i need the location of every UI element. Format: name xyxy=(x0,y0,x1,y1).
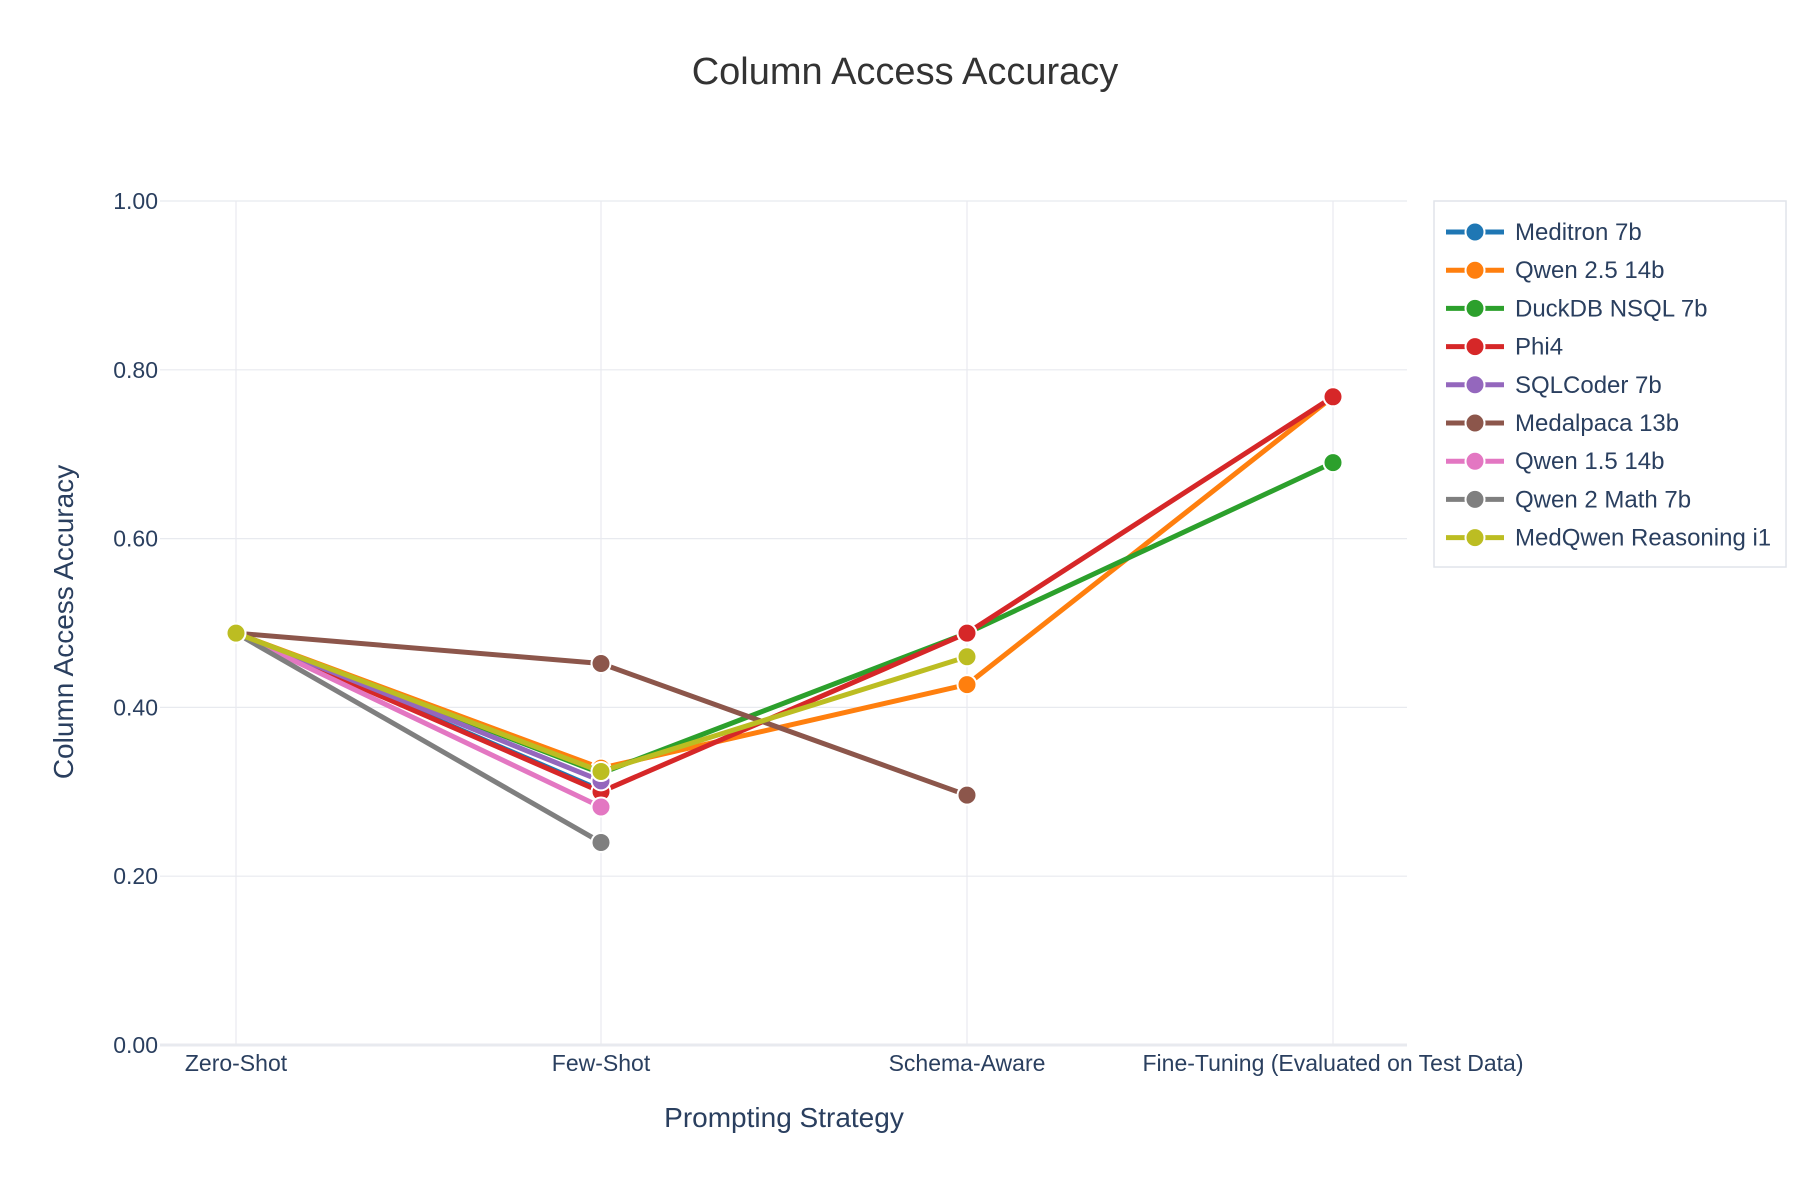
y-axis-ticks: 0.00 0.20 0.40 0.60 0.80 1.00 xyxy=(113,188,158,1058)
legend-marker xyxy=(1464,259,1486,281)
legend-marker xyxy=(1464,297,1486,319)
data-point[interactable] xyxy=(956,784,978,806)
legend-label: Qwen 1.5 14b xyxy=(1515,448,1664,475)
legend-label: Meditron 7b xyxy=(1515,219,1642,246)
y-tick-label: 0.60 xyxy=(113,526,158,552)
legend-item-qwen-2-5-14b[interactable]: Qwen 2.5 14b xyxy=(1446,257,1664,284)
legend-item-sqlcoder-7b[interactable]: SQLCoder 7b xyxy=(1446,372,1662,399)
legend-item-duckdb-nsql-7b[interactable]: DuckDB NSQL 7b xyxy=(1446,295,1708,322)
y-tick-label: 0.20 xyxy=(113,863,158,889)
grid xyxy=(160,200,1407,1045)
legend-label: MedQwen Reasoning i1 xyxy=(1515,525,1771,552)
legend-marker xyxy=(1464,374,1486,396)
legend-marker xyxy=(1464,527,1486,549)
legend-marker xyxy=(1464,336,1486,358)
x-tick-label: Zero-Shot xyxy=(185,1050,288,1076)
data-point[interactable] xyxy=(956,646,978,668)
series-phi4 xyxy=(225,386,1344,803)
data-point[interactable] xyxy=(1322,386,1344,408)
x-axis-ticks: Zero-Shot Few-Shot Schema-Aware Fine-Tuning… xyxy=(185,1050,1524,1076)
series-qwen-2-5-14b xyxy=(225,386,1344,779)
data-point[interactable] xyxy=(956,622,978,644)
y-tick-label: 0.00 xyxy=(113,1032,158,1058)
legend-label: Qwen 2.5 14b xyxy=(1515,257,1664,284)
series-line-qwen-2-math-7b xyxy=(233,630,604,845)
series-line-phi4 xyxy=(233,394,1336,795)
legend-marker xyxy=(1464,412,1486,434)
data-point[interactable] xyxy=(225,622,247,644)
legend-label: Phi4 xyxy=(1515,334,1563,361)
x-tick-label: Few-Shot xyxy=(552,1050,651,1076)
legend-item-phi4[interactable]: Phi4 xyxy=(1446,334,1563,361)
legend-marker xyxy=(1464,221,1486,243)
data-point[interactable] xyxy=(590,831,612,853)
data-point[interactable] xyxy=(590,796,612,818)
data-point[interactable] xyxy=(1322,452,1344,474)
y-tick-label: 0.80 xyxy=(113,357,158,383)
y-tick-label: 0.40 xyxy=(113,694,158,720)
legend[interactable]: Meditron 7b Qwen 2.5 14b DuckDB NSQL 7b Phi… xyxy=(1433,200,1787,568)
series-medqwen-reasoning-i1 xyxy=(225,622,978,783)
legend-marker xyxy=(1464,488,1486,510)
legend-label: SQLCoder 7b xyxy=(1515,372,1662,399)
legend-label: DuckDB NSQL 7b xyxy=(1515,295,1708,322)
legend-item-meditron-7b[interactable]: Meditron 7b xyxy=(1446,219,1642,246)
legend-marker xyxy=(1464,450,1486,472)
legend-item-qwen-2-math-7b[interactable]: Qwen 2 Math 7b xyxy=(1446,486,1691,513)
plot-area xyxy=(225,386,1344,853)
legend-item-medalpaca-13b[interactable]: Medalpaca 13b xyxy=(1446,410,1679,437)
chart-title: Column Access Accuracy xyxy=(692,51,1119,93)
series-duckdb-nsql-7b xyxy=(225,452,1344,784)
series-line-qwen-1-5-14b xyxy=(233,630,604,810)
legend-label: Qwen 2 Math 7b xyxy=(1515,486,1691,513)
y-axis-title: Column Access Accuracy xyxy=(48,465,79,779)
x-tick-label: Fine-Tuning (Evaluated on Test Data) xyxy=(1143,1050,1524,1076)
x-tick-label: Schema-Aware xyxy=(889,1050,1046,1076)
data-point[interactable] xyxy=(590,761,612,783)
y-tick-label: 1.00 xyxy=(113,188,158,214)
x-axis-title: Prompting Strategy xyxy=(664,1102,904,1133)
legend-label: Medalpaca 13b xyxy=(1515,410,1679,437)
data-point[interactable] xyxy=(956,674,978,696)
data-point[interactable] xyxy=(590,653,612,675)
legend-item-qwen-1-5-14b[interactable]: Qwen 1.5 14b xyxy=(1446,448,1664,475)
legend-item-medqwen-reasoning-i1[interactable]: MedQwen Reasoning i1 xyxy=(1446,525,1771,552)
